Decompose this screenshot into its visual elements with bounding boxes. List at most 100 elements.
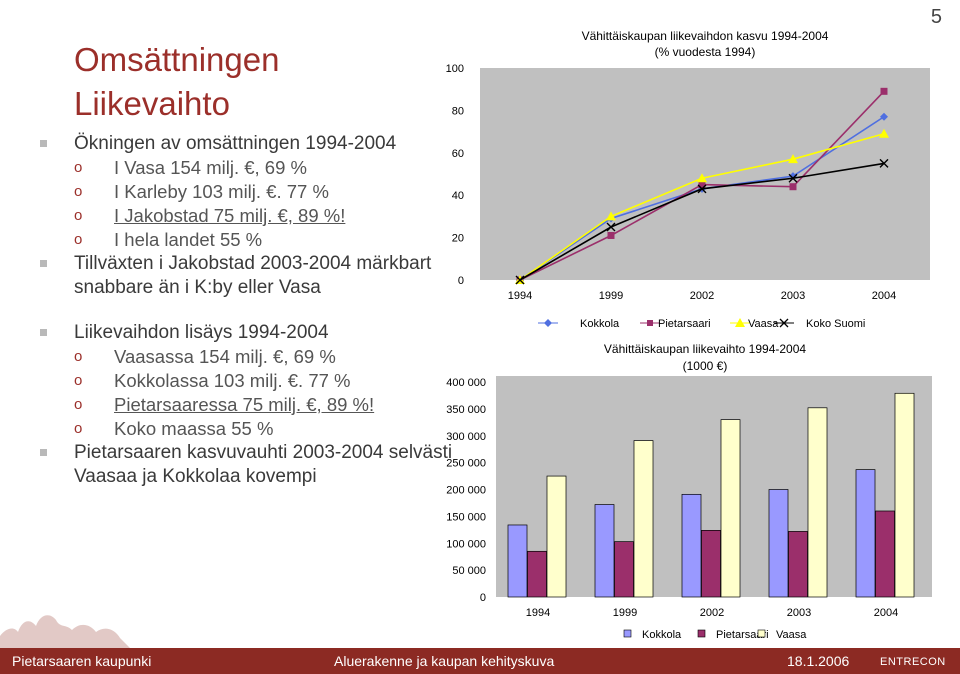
legend-pietarsaari-label: Pietarsaari (658, 318, 711, 330)
circle-bullet-icon: o (74, 183, 83, 200)
bar-kokkola-2004 (855, 469, 876, 598)
line-y-tick-label: 0 (458, 275, 464, 287)
line-x-tick-label: 2004 (872, 290, 896, 302)
bar-kokkola-2003 (768, 489, 789, 598)
bullet-text: Pietarsaaren kasvuvauhti 2003-2004 selvä… (74, 442, 453, 487)
line-y-tick-label: 100 (446, 63, 464, 75)
bullet-text: I hela landet 55 % (114, 229, 263, 250)
line-x-tick-label: 1999 (599, 290, 623, 302)
circle-bullet-icon: o (74, 348, 83, 365)
point-vaasa (606, 211, 616, 221)
footer-left: Pietarsaaren kaupunki (12, 653, 152, 669)
line-chart-plot-area (480, 68, 930, 280)
legend-vaasa-marker (735, 318, 745, 327)
circle-bullet-icon: o (74, 159, 83, 176)
bar-kokkola-1994 (507, 524, 528, 598)
point-vaasa (697, 173, 707, 183)
legend-koko-suomi-label: Koko Suomi (806, 318, 865, 330)
legend-bar-pietarsaari-label: Pietarsaari (716, 629, 769, 641)
line-y-tick-label: 40 (452, 190, 464, 202)
bullet-text: Pietarsaaressa 75 milj. €, 89 %! (114, 394, 375, 415)
bullet-level2: o Koko maassa 55 % (40, 417, 460, 441)
bar-kokkola-2002 (681, 493, 702, 598)
bullet-text: Tillväxten i Jakobstad 2003-2004 märkbar… (74, 253, 432, 298)
point-koko-suomi (697, 184, 707, 194)
point-vaasa (788, 154, 798, 164)
bullet-level1: Tillväxten i Jakobstad 2003-2004 märkbar… (40, 252, 460, 300)
footer-bar: Pietarsaaren kaupunki Aluerakenne ja kau… (0, 648, 960, 674)
legend-pietarsaari-marker (647, 320, 653, 326)
line-chart-subtitle: (% vuodesta 1994) (655, 45, 756, 59)
point-pietarsaari (698, 181, 706, 189)
bullet-level2: o I Karleby 103 milj. €. 77 % (40, 180, 460, 204)
bar-chart-subtitle: (1000 €) (683, 359, 728, 373)
bullet-level2: o I hela landet 55 % (40, 228, 460, 252)
bullet-level1: Pietarsaaren kasvuvauhti 2003-2004 selvä… (40, 441, 460, 489)
bar-y-tick-label: 400 000 (446, 377, 486, 389)
bar-pietarsaari-2004 (875, 510, 895, 598)
square-bullet-icon (40, 140, 47, 147)
bar-x-tick-label: 1994 (526, 607, 550, 619)
point-pietarsaari (880, 87, 888, 95)
bar-y-tick-label: 150 000 (446, 511, 486, 523)
circle-bullet-icon: o (74, 231, 83, 248)
bar-x-tick-label: 2002 (700, 607, 724, 619)
bullet-text: I Vasa 154 milj. €, 69 % (114, 157, 307, 178)
bar-vaasa-2004 (894, 392, 915, 598)
bullet-text: Ökningen av omsättningen 1994-2004 (74, 133, 397, 154)
square-bullet-icon (40, 449, 47, 456)
point-koko-suomi (879, 158, 889, 168)
legend-bar-kokkola-label: Kokkola (642, 629, 682, 641)
bar-y-tick-label: 250 000 (446, 458, 486, 470)
bar-x-tick-label: 2003 (787, 607, 811, 619)
circle-bullet-icon: o (74, 372, 83, 389)
bar-y-tick-label: 200 000 (446, 485, 486, 497)
bullet-level1: Ökningen av omsättningen 1994-2004 (40, 132, 460, 156)
bullet-text: Liikevaihdon lisäys 1994-2004 (74, 322, 329, 343)
bar-y-tick-label: 50 000 (452, 565, 486, 577)
bar-kokkola-1999 (594, 504, 615, 598)
people-silhouette-icon (0, 615, 130, 648)
bar-x-tick-label: 1999 (613, 607, 637, 619)
bullet-list: Ökningen av omsättningen 1994-2004 o I Va… (40, 132, 460, 489)
point-pietarsaari (789, 183, 797, 191)
circle-bullet-icon: o (74, 396, 83, 413)
line-y-tick-label: 20 (452, 233, 464, 245)
bar-chart-title: Vähittäiskaupan liikevaihto 1994-2004 (604, 342, 806, 356)
legend-kokkola-marker (544, 319, 552, 327)
line-x-tick-label: 1994 (508, 290, 532, 302)
bar-vaasa-2003 (807, 407, 828, 598)
bar-y-tick-label: 100 000 (446, 538, 486, 550)
legend-bar-kokkola-swatch (623, 629, 632, 638)
legend-bar-pietarsaari-swatch (697, 629, 706, 638)
legend-bar-vaasa-swatch (757, 629, 766, 638)
footer-center: Aluerakenne ja kaupan kehityskuva (334, 653, 555, 669)
bar-pietarsaari-2002 (701, 529, 721, 598)
title-line-1: Omsättningen (74, 41, 280, 78)
bullet-text: Vaasassa 154 milj. €, 69 % (114, 346, 336, 367)
circle-bullet-icon: o (74, 420, 83, 437)
bullet-text: I Karleby 103 milj. €. 77 % (114, 181, 329, 202)
legend-kokkola-label: Kokkola (580, 318, 620, 330)
bullet-text: I Jakobstad 75 milj. €, 89 %! (114, 205, 346, 226)
legend-vaasa-label: Vaasa (748, 318, 779, 330)
line-chart-title: Vähittäiskaupan liikevaihdon kasvu 1994-… (582, 29, 829, 43)
charts-area: Vähittäiskaupan liikevaihdon kasvu 1994-… (446, 29, 932, 641)
bar-pietarsaari-1994 (527, 550, 547, 598)
bullet-text: Kokkolassa 103 milj. €. 77 % (114, 370, 351, 391)
footer-date: 18.1.2006 (787, 653, 850, 669)
line-x-tick-label: 2002 (690, 290, 714, 302)
bar-x-tick-label: 2004 (874, 607, 898, 619)
slide-title: Omsättningen Liikevaihto (74, 38, 279, 126)
circle-bullet-icon: o (74, 207, 83, 224)
line-y-tick-label: 80 (452, 105, 464, 117)
bullet-level2: o Vaasassa 154 milj. €, 69 % (40, 345, 460, 369)
bar-y-tick-label: 350 000 (446, 404, 486, 416)
point-koko-suomi (515, 275, 525, 285)
point-vaasa (879, 128, 889, 138)
bullet-level2: o Pietarsaaressa 75 milj. €, 89 %! (40, 393, 460, 417)
bullet-level1: Liikevaihdon lisäys 1994-2004 (40, 321, 460, 345)
bar-pietarsaari-1999 (614, 541, 634, 598)
square-bullet-icon (40, 329, 47, 336)
point-kokkola (880, 112, 888, 121)
